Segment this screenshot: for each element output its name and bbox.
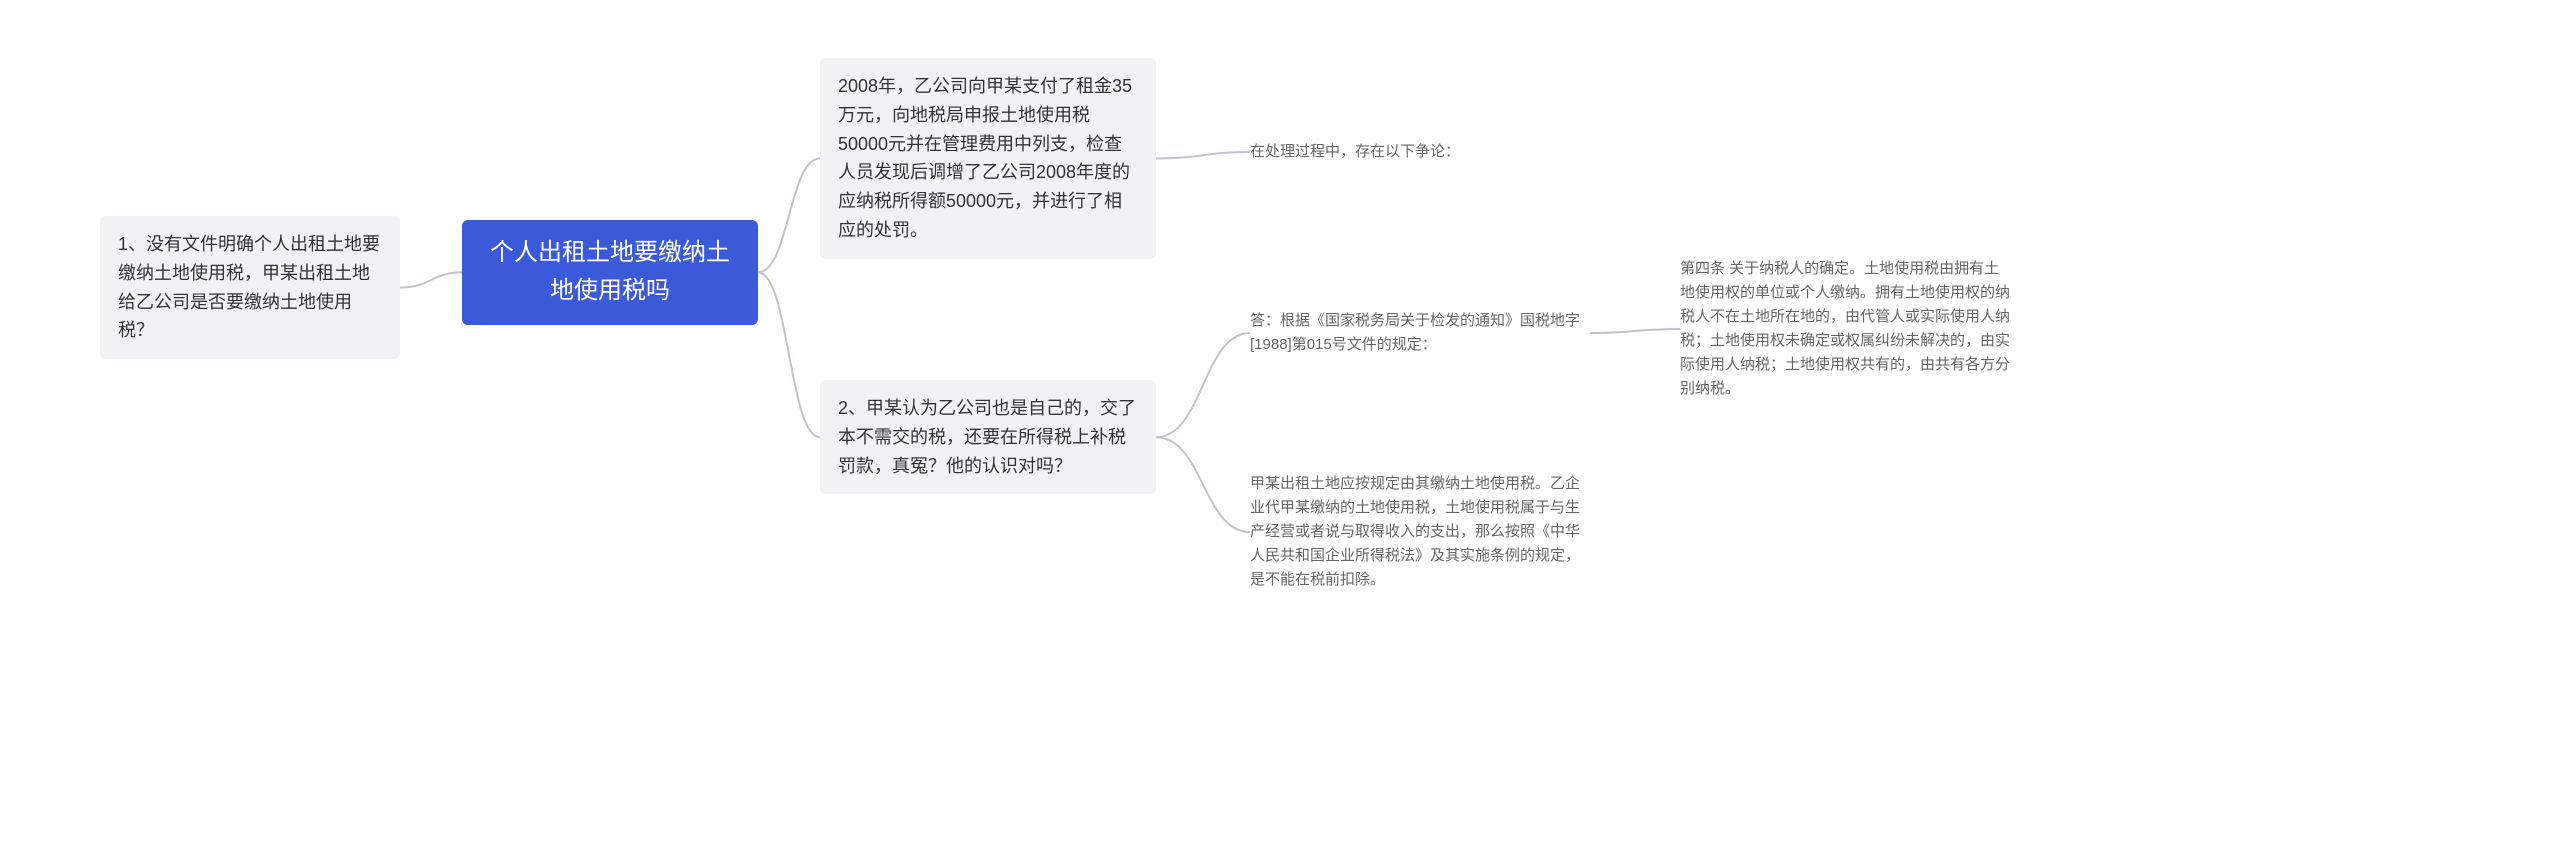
edge-r2a-r2a1 [1590, 329, 1680, 333]
edge-root-left1 [400, 272, 462, 287]
edge-r1-r1a [1156, 152, 1250, 158]
node-r2: 2、甲某认为乙公司也是自己的，交了本不需交的税，还要在所得税上补税罚款，真冤？他… [820, 380, 1156, 494]
node-left1: 1、没有文件明确个人出租土地要缴纳土地使用税，甲某出租土地给乙公司是否要缴纳土地… [100, 216, 400, 359]
edge-root-r2 [758, 272, 820, 437]
node-r2a1: 第四条 关于纳税人的确定。土地使用税由拥有土地使用权的单位或个人缴纳。拥有土地使… [1680, 253, 2010, 405]
edge-r2-r2a [1156, 333, 1250, 437]
node-r2b: 甲某出租土地应按规定由其缴纳土地使用税。乙企业代甲某缴纳的土地使用税，土地使用税… [1250, 468, 1590, 596]
node-r1: 2008年，乙公司向甲某支付了租金35万元，向地税局申报土地使用税50000元并… [820, 58, 1156, 259]
connectors-layer [0, 0, 2560, 849]
node-root: 个人出租土地要缴纳土地使用税吗 [462, 220, 758, 325]
edge-r2-r2b [1156, 437, 1250, 532]
node-r1a: 在处理过程中，存在以下争论： [1250, 136, 1500, 168]
node-r2a: 答：根据《国家税务局关于检发的通知》国税地字[1988]第015号文件的规定： [1250, 305, 1590, 361]
edge-root-r1 [758, 158, 820, 272]
